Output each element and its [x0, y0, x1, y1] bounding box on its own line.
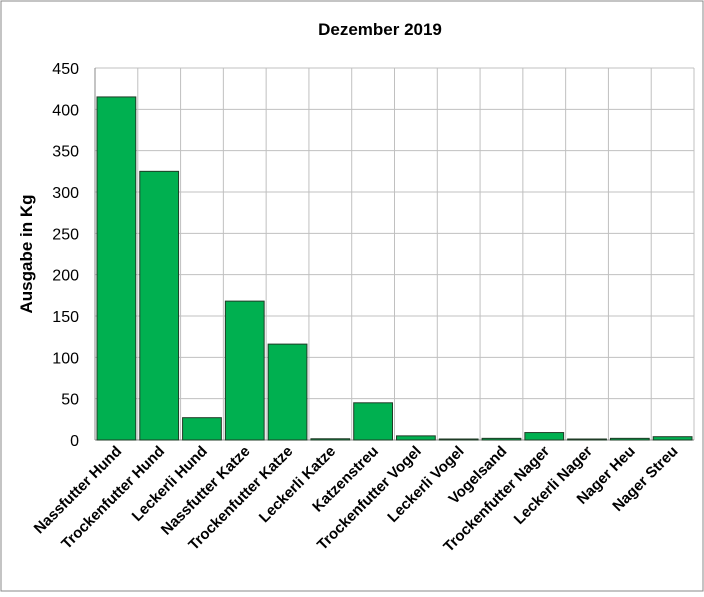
bar	[652, 436, 693, 441]
bar	[567, 438, 607, 441]
y-tick-label: 250	[52, 226, 79, 243]
y-tick-label: 150	[52, 309, 79, 326]
bar	[353, 402, 394, 441]
bar	[396, 435, 436, 441]
bar	[224, 300, 265, 441]
y-tick-label: 0	[70, 433, 79, 450]
bar	[96, 96, 137, 441]
bar	[438, 438, 479, 441]
bar	[609, 437, 650, 441]
y-tick-label: 450	[52, 61, 79, 78]
bar	[524, 432, 565, 441]
y-tick-label: 100	[52, 350, 79, 367]
y-tick-label: 400	[52, 102, 79, 119]
bar	[310, 438, 351, 441]
y-tick-label: 350	[52, 144, 79, 161]
y-tick-label: 50	[61, 392, 79, 409]
bar	[182, 417, 222, 441]
y-tick-label: 300	[52, 185, 79, 202]
bar	[139, 170, 180, 441]
y-axis-label: Ausgabe in Kg	[17, 194, 36, 313]
bar	[267, 343, 308, 441]
y-tick-label: 200	[52, 268, 79, 285]
chart-title: Dezember 2019	[318, 20, 442, 39]
bar	[481, 437, 522, 441]
